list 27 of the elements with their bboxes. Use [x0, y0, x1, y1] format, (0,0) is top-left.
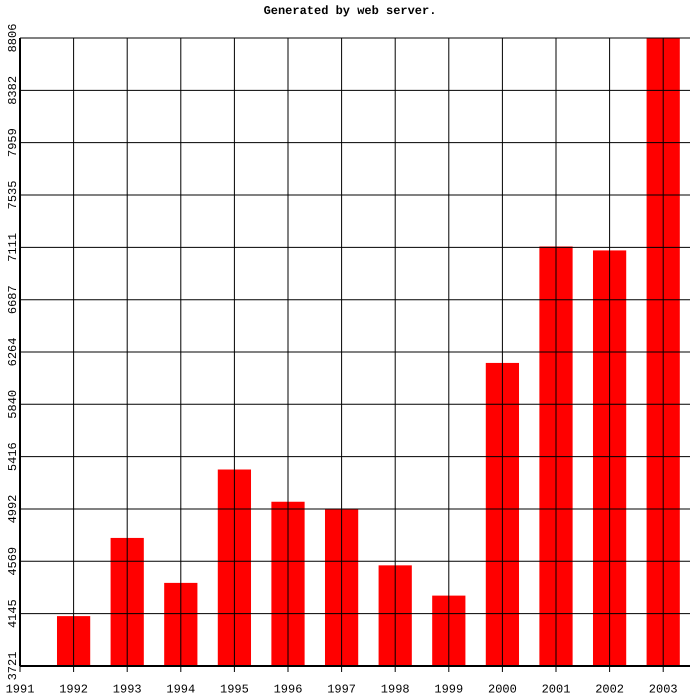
y-tick-label: 4992: [6, 494, 20, 524]
y-tick-label: 6687: [6, 285, 20, 314]
chart-title: Generated by web server.: [264, 4, 436, 18]
x-tick-label: 2000: [488, 682, 517, 697]
x-tick-label: 1993: [112, 682, 142, 697]
x-tick-label: 2003: [648, 682, 678, 697]
y-tick-label: 8806: [6, 24, 20, 52]
y-tick-label: 4145: [6, 599, 20, 628]
x-tick-label: 1992: [59, 682, 88, 697]
y-tick-label: 6264: [6, 338, 20, 366]
y-tick-label: 7959: [6, 128, 20, 158]
y-tick-label: 5416: [6, 442, 20, 472]
y-tick-label: 5840: [6, 390, 20, 419]
x-tick-label: 1998: [380, 682, 410, 697]
y-tick-label: 7111: [6, 232, 20, 262]
x-tick-label: 1999: [434, 682, 464, 697]
y-tick-label: 4569: [6, 546, 20, 576]
x-tick-label: 1991: [6, 682, 34, 697]
x-tick-label: 1994: [166, 682, 196, 697]
x-tick-label: 1995: [220, 682, 249, 697]
y-tick-label: 8382: [6, 76, 20, 105]
y-tick-label: 3721: [6, 652, 20, 680]
x-tick-label: 1996: [274, 682, 302, 697]
y-tick-label: 7535: [6, 180, 20, 210]
x-tick-label: 1997: [327, 682, 356, 697]
x-tick-label: 2001: [542, 682, 570, 697]
x-tick-label: 2002: [595, 682, 624, 697]
